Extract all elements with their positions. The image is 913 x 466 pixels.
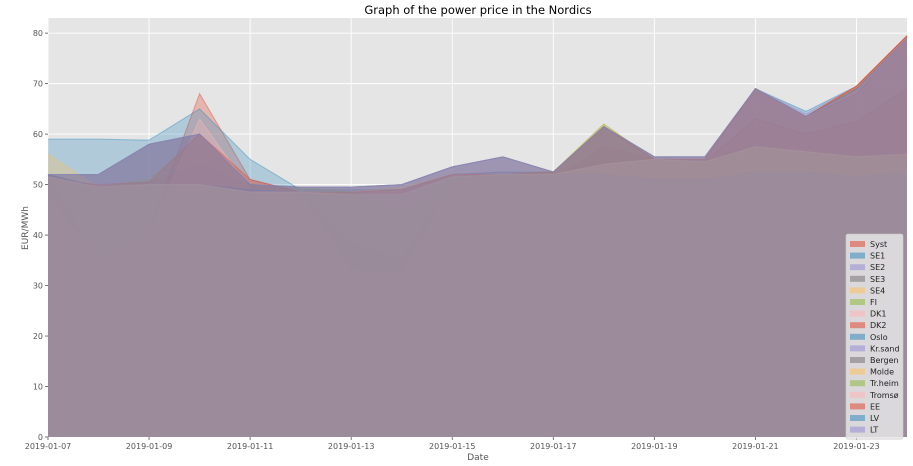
series-area <box>48 124 907 437</box>
legend-swatch <box>850 391 865 398</box>
series-area <box>48 38 907 437</box>
y-axis: 0 10 20 30 40 50 60 70 80 <box>33 29 48 442</box>
legend-label: DK1 <box>870 310 887 319</box>
legend-swatch <box>850 299 865 305</box>
legend-swatch <box>850 322 865 329</box>
legend-label: Molde <box>870 368 894 377</box>
legend-label: Tromsø <box>869 391 899 400</box>
legend-swatch <box>850 287 865 294</box>
series-area <box>48 146 907 438</box>
series-line <box>47 171 908 196</box>
x-axis: 2019-01-07 2019-01-09 2019-01-11 2019-01-13… <box>25 437 880 451</box>
y-tick-label: 80 <box>33 29 43 38</box>
series-area <box>48 35 907 438</box>
series-line <box>47 146 908 196</box>
series-line <box>47 35 908 193</box>
legend-swatch <box>850 345 865 352</box>
x-axis-label: Date <box>467 453 489 463</box>
series-line <box>48 35 908 191</box>
series-line <box>47 171 908 196</box>
series-line <box>48 35 908 188</box>
grid <box>47 18 907 438</box>
series-area <box>48 35 907 438</box>
legend-label: EE <box>870 402 880 411</box>
y-tick-label: 60 <box>33 130 43 139</box>
legend-swatch <box>850 380 865 387</box>
series-line <box>48 37 908 188</box>
series-line <box>47 123 908 216</box>
series-area <box>48 171 907 437</box>
x-tick-label: 2019-01-07 <box>25 442 72 451</box>
x-tick-label: 2019-01-23 <box>833 442 880 451</box>
legend-swatch <box>850 426 865 433</box>
legend-label: LV <box>870 414 880 423</box>
legend-label: Kr.sand <box>870 344 900 353</box>
legend-swatch <box>850 252 865 259</box>
plot-background <box>48 18 907 437</box>
legend-swatch <box>850 275 865 282</box>
legend-label: Tr.heim <box>869 379 899 388</box>
legend-swatch <box>850 357 865 363</box>
y-tick-label: 0 <box>38 433 43 442</box>
chart-title: Graph of the power price in the Nordics <box>364 3 591 17</box>
series-line <box>47 146 908 196</box>
x-tick-label: 2019-01-11 <box>227 442 274 451</box>
legend-swatch <box>850 241 865 247</box>
legend-label: SE2 <box>870 263 885 272</box>
series-line <box>48 37 908 188</box>
series-area <box>48 35 907 438</box>
series-area <box>48 38 907 437</box>
legend-label: FI <box>870 298 877 307</box>
y-tick-label: 70 <box>33 80 43 89</box>
series-line <box>47 35 908 193</box>
x-tick-label: 2019-01-21 <box>732 442 779 451</box>
legend-swatch <box>850 310 865 317</box>
legend-swatch <box>850 415 865 421</box>
legend-label: SE3 <box>870 275 885 284</box>
legend-swatch <box>850 368 865 375</box>
series-line <box>47 88 908 264</box>
legend: Syst SE1 SE2 SE3 SE4 FI DK1 DK2 Oslo Kr.sand Berge… <box>845 233 904 440</box>
series-line <box>47 35 908 193</box>
legend-swatch <box>850 403 865 410</box>
x-tick-label: 2019-01-17 <box>530 442 577 451</box>
y-axis-label: EUR/MWh <box>21 206 31 250</box>
series-line <box>47 171 908 196</box>
legend-label: DK2 <box>870 321 887 330</box>
series-line <box>47 146 908 196</box>
series-area <box>48 171 907 437</box>
x-tick-label: 2019-01-09 <box>126 442 173 451</box>
x-tick-label: 2019-01-15 <box>429 442 476 451</box>
series-line <box>48 37 908 188</box>
y-tick-label: 40 <box>33 231 43 240</box>
y-tick-label: 10 <box>33 383 43 392</box>
series-area <box>48 118 907 438</box>
legend-swatch <box>850 333 865 340</box>
y-tick-label: 20 <box>33 332 43 341</box>
legend-label: LT <box>870 426 878 435</box>
series-area <box>48 38 907 437</box>
legend-box <box>845 233 904 440</box>
legend-label: SE4 <box>870 286 885 295</box>
area-series <box>47 35 908 438</box>
legend-label: Bergen <box>870 356 899 365</box>
series-area <box>48 146 907 438</box>
series-area <box>48 35 907 438</box>
y-tick-label: 50 <box>33 181 43 190</box>
series-area <box>48 88 907 438</box>
series-area <box>48 35 907 438</box>
x-tick-label: 2019-01-19 <box>631 442 678 451</box>
legend-swatch <box>850 264 865 271</box>
y-tick-label: 30 <box>33 282 43 291</box>
legend-label: SE1 <box>870 252 885 261</box>
series-area <box>48 171 907 437</box>
series-line <box>47 117 908 274</box>
x-tick-label: 2019-01-13 <box>328 442 375 451</box>
series-area <box>48 146 907 438</box>
legend-label: Oslo <box>870 333 888 342</box>
legend-label: Syst <box>870 240 887 249</box>
